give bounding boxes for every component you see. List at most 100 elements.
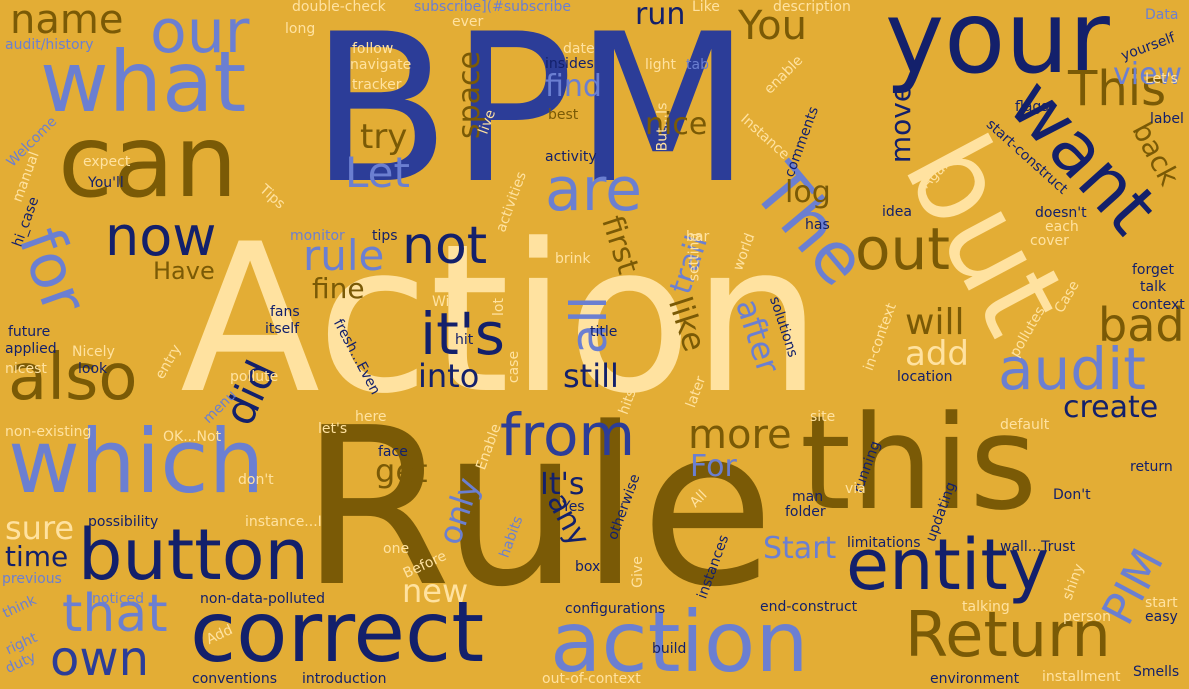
word-correct: correct (190, 583, 485, 681)
word-follow: follow (352, 41, 394, 57)
word-return: Return (905, 598, 1111, 671)
word-context: context (1132, 297, 1185, 313)
word-return-small: return (1130, 459, 1173, 475)
word-best: best (548, 107, 579, 123)
word-nicest: nicest (5, 361, 47, 377)
word-each: each (1045, 219, 1079, 235)
word-cover: cover (1030, 233, 1069, 249)
word-environment: environment (930, 671, 1020, 687)
word-our: our (150, 0, 250, 67)
word-what: what (40, 33, 247, 131)
word-like-cap: Like (692, 0, 720, 15)
word-find: find (545, 69, 602, 104)
word-time: time (5, 540, 69, 573)
word-tab: tab (686, 57, 709, 73)
word-audit: audit (998, 335, 1146, 403)
word-run: run (635, 0, 686, 32)
word-wall-trust: wall...Trust (1000, 539, 1076, 555)
word-build: build (652, 641, 687, 657)
word-nice: nice (645, 107, 708, 142)
word-description: description (773, 0, 851, 15)
word-log: log (785, 175, 831, 210)
word-lot: lot (490, 298, 507, 316)
word-let: Let (345, 148, 410, 197)
word-long: long (285, 21, 316, 37)
word-name: name (10, 0, 124, 43)
word-start-small: start (1145, 595, 1178, 611)
word-flags: flags (1015, 99, 1049, 115)
word-rule-small: rule (303, 231, 385, 280)
word-bar: bar (686, 229, 710, 245)
word-instance-i: instance...I (245, 514, 322, 530)
word-future: future (8, 324, 51, 340)
word-but-is: But...Is (654, 102, 671, 152)
word-that: that (62, 584, 168, 644)
word-limitations: limitations (847, 535, 921, 551)
word-new: new (402, 572, 469, 610)
word-light: light (645, 57, 677, 73)
word-smells: Smells (1133, 664, 1180, 680)
word-person: person (1063, 609, 1111, 625)
word-for-cap: For (690, 449, 737, 484)
word-your: your (885, 0, 1110, 96)
word-man: man (792, 489, 824, 505)
word-nicely: Nicely (72, 344, 115, 360)
word-itself: itself (265, 321, 300, 337)
word-navigate: navigate (350, 57, 412, 73)
word-date: date (563, 41, 595, 57)
word-lets: Let's (1145, 71, 1178, 87)
word-view: view (1113, 57, 1183, 92)
word-noticed: noticed (92, 591, 145, 607)
word-talking: talking (962, 599, 1010, 615)
word-double-check: double-check (292, 0, 386, 15)
word-lets-small: let's (318, 421, 348, 437)
word-its: it's (420, 300, 506, 368)
word-sure: sure (5, 509, 75, 547)
word-fine: fine (312, 272, 365, 305)
word-installment: installment (1042, 669, 1121, 685)
word-give: Give (629, 556, 646, 588)
word-entity: entity (846, 524, 1050, 606)
word-in-context: in-context (860, 301, 900, 373)
word-its-cap: It's (540, 467, 585, 502)
word-setting: setting (686, 232, 703, 282)
word-tips: tips (372, 228, 398, 244)
word-here: here (355, 409, 387, 425)
word-applied: applied (5, 341, 57, 357)
word-this-cap: This (1068, 61, 1167, 117)
word-pollute: pollute (230, 369, 279, 385)
word-configurations: configurations (565, 601, 666, 617)
word-introduction: introduction (302, 671, 387, 687)
word-which: which (8, 410, 265, 513)
word-brink: brink (555, 251, 591, 267)
word-location: location (897, 369, 953, 385)
word-into: into (418, 357, 480, 395)
word-bpm: BPM (310, 0, 752, 229)
word-ever: ever (452, 14, 484, 30)
word-out: out (855, 215, 950, 283)
word-previous: previous (2, 571, 62, 587)
word-create: create (1063, 390, 1159, 425)
word-subscribe: subscribe](#subscribe (414, 0, 572, 15)
word-non-existing: non-existing (5, 424, 92, 440)
word-has: has (805, 217, 830, 233)
word-shiny: shiny (1059, 561, 1088, 603)
word-dont: don't (238, 472, 274, 488)
word-talk: talk (1140, 279, 1167, 295)
word-folder: folder (785, 504, 826, 520)
word-action-small: action (550, 593, 809, 689)
word-face: face (378, 444, 408, 460)
word-conventions: conventions (192, 671, 278, 687)
word-default: default (1000, 417, 1050, 433)
word-expect: expect (83, 154, 131, 170)
word-dont-cap: Don't (1053, 487, 1091, 503)
word-add: add (905, 334, 969, 374)
word-doesnt: doesn't (1035, 205, 1087, 221)
word-button: button (78, 514, 309, 596)
word-can: can (58, 103, 238, 220)
word-data: Data (1145, 7, 1179, 23)
word-also: also (8, 341, 138, 415)
word-still: still (563, 357, 619, 395)
word-rule-large: Rule (300, 382, 775, 635)
